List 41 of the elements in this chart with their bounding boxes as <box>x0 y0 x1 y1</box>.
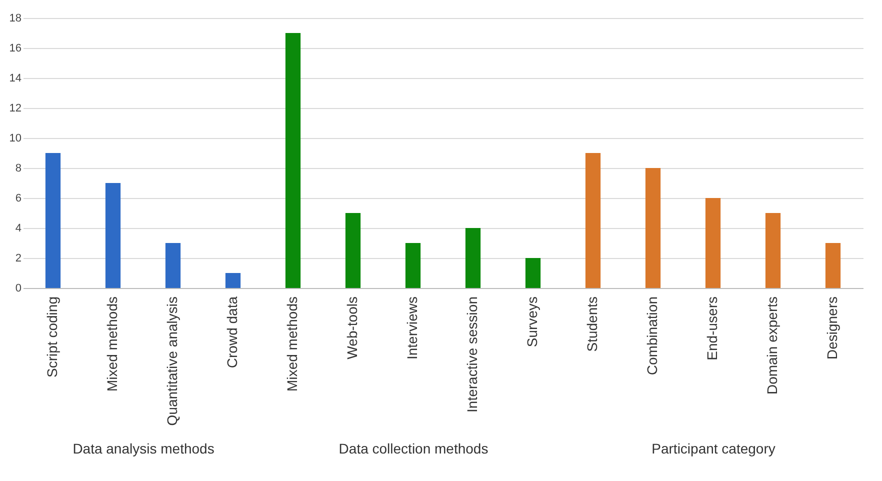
text: Data collection methods <box>338 440 488 456</box>
x-tick-label: Surveys <box>524 296 540 348</box>
bar <box>45 153 61 288</box>
bar <box>705 198 721 288</box>
bar <box>345 213 361 288</box>
x-tick-label: Mixed methods <box>284 296 300 392</box>
x-tick-label: Quantitative analysis <box>164 296 180 426</box>
text: Participant category <box>652 440 776 456</box>
bar <box>285 33 301 288</box>
x-tick-label: Interviews <box>404 296 420 360</box>
bar <box>405 243 421 288</box>
bar <box>765 213 781 288</box>
y-tick-label: 4 <box>15 222 22 234</box>
text: Data analysis methods <box>72 440 214 456</box>
x-tick-label: Web-tools <box>344 296 360 360</box>
y-tick-label: 18 <box>9 12 22 24</box>
x-tick-label: Students <box>584 296 600 352</box>
x-tick-label: Mixed methods <box>104 296 120 392</box>
bar <box>225 273 241 288</box>
bar <box>825 243 841 288</box>
y-tick-label: 0 <box>15 282 22 294</box>
y-tick-label: 14 <box>9 72 22 84</box>
y-tick-label: 8 <box>15 162 22 174</box>
y-tick-label: 10 <box>9 132 22 144</box>
bar <box>465 228 481 288</box>
x-tick-label: Crowd data <box>224 296 240 368</box>
x-tick-label: Combination <box>644 296 660 376</box>
x-tick-label: End-users <box>704 296 720 360</box>
x-tick-label: Interactive session <box>464 296 480 412</box>
y-tick-label: 2 <box>15 252 22 264</box>
x-tick-label: Designers <box>824 296 840 360</box>
bar <box>585 153 601 288</box>
bar <box>645 168 661 288</box>
y-tick-label: 12 <box>9 102 22 114</box>
bar <box>105 183 121 288</box>
y-tick-label: 16 <box>9 42 22 54</box>
bar <box>525 258 541 288</box>
y-tick-label: 6 <box>15 192 22 204</box>
bar <box>165 243 181 288</box>
x-tick-label: Domain experts <box>764 296 780 395</box>
x-tick-label: Script coding <box>44 296 60 378</box>
